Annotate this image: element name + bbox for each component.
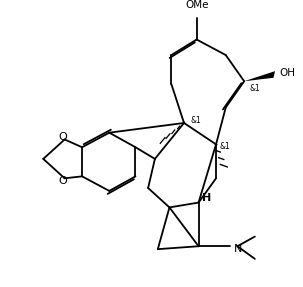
Text: H: H	[202, 193, 211, 203]
Text: &1: &1	[249, 84, 260, 92]
Polygon shape	[244, 71, 275, 81]
Text: O: O	[58, 131, 67, 141]
Text: O: O	[58, 176, 67, 186]
Text: OH: OH	[279, 67, 295, 77]
Text: OMe: OMe	[185, 0, 208, 10]
Text: N: N	[234, 244, 242, 254]
Text: &1: &1	[191, 116, 201, 125]
Text: &1: &1	[220, 142, 231, 151]
